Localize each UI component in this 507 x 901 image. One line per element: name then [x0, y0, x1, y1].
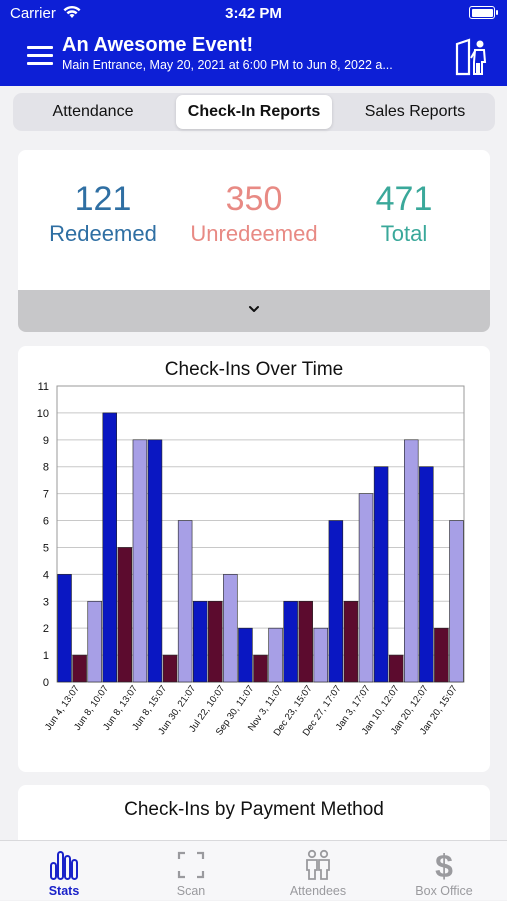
- expand-details-button[interactable]: [18, 290, 490, 332]
- report-segmented-control: Attendance Check-In Reports Sales Report…: [13, 93, 495, 131]
- payment-method-title: Check-Ins by Payment Method: [124, 799, 384, 820]
- bar: [343, 600, 359, 683]
- bar: [253, 654, 268, 683]
- unredeemed-count: 350: [225, 180, 283, 218]
- bar: [192, 600, 208, 683]
- event-title: An Awesome Event!: [62, 34, 254, 56]
- chart-title: Check-Ins Over Time: [164, 359, 344, 380]
- bar: [358, 493, 374, 683]
- y-tick-label: 1: [43, 650, 49, 662]
- bar: [328, 520, 344, 683]
- y-tick-label: 6: [43, 516, 49, 528]
- y-tick-label: 5: [43, 542, 49, 554]
- tab-sales-reports[interactable]: Sales Reports: [364, 103, 466, 120]
- unredeemed-label: Unredeemed: [190, 221, 318, 246]
- chart-card: Check-Ins Over Time 0 1 2 3 4 5 6 7 8 9 10 11 Jun 4,…: [18, 346, 490, 772]
- y-tick-label: 7: [43, 489, 49, 501]
- bar: [238, 627, 253, 683]
- bar: [147, 439, 163, 683]
- tab-attendees-label: Attendees: [289, 884, 347, 898]
- tab-attendees[interactable]: Attendees: [255, 841, 381, 901]
- y-tick-label: 10: [37, 408, 49, 420]
- status-bar: Carrier 3:42 PM: [0, 0, 507, 28]
- bar: [102, 412, 117, 683]
- bar: [373, 466, 389, 683]
- bar: [177, 520, 193, 683]
- bar: [208, 600, 223, 683]
- bar: [298, 600, 313, 683]
- app-header: Carrier 3:42 PM An Awesome Event! Main E…: [0, 0, 507, 86]
- redeemed-stat: 121 Redeemed: [28, 180, 178, 247]
- scan-icon: [177, 851, 205, 879]
- total-stat: 471 Total: [329, 180, 479, 247]
- dollar-icon: $: [435, 848, 453, 882]
- tab-check-in-reports[interactable]: Check-In Reports: [176, 95, 332, 129]
- y-tick-label: 0: [43, 677, 49, 689]
- tab-scan[interactable]: Scan: [128, 841, 254, 901]
- y-tick-label: 8: [43, 462, 49, 474]
- bar: [223, 574, 238, 683]
- tab-attendance[interactable]: Attendance: [52, 103, 134, 120]
- total-count: 471: [375, 180, 433, 218]
- bar: [132, 439, 148, 683]
- battery-icon: [469, 6, 498, 19]
- bottom-tab-bar: Stats Scan Attendees $ Box Office: [0, 840, 507, 900]
- door-person-icon[interactable]: [455, 38, 489, 76]
- tab-scan-label: Scan: [176, 884, 206, 898]
- event-subtitle: Main Entrance, May 20, 2021 at 6:00 PM t…: [62, 58, 393, 72]
- bar: [283, 600, 298, 683]
- chevron-down-icon: [249, 306, 259, 312]
- bar: [419, 466, 434, 683]
- stats-icon: [50, 851, 78, 880]
- bar: [449, 520, 464, 683]
- redeemed-label: Redeemed: [49, 221, 157, 246]
- tab-stats[interactable]: Stats: [1, 841, 127, 901]
- y-tick-label: 4: [43, 569, 49, 581]
- svg-text:$: $: [435, 848, 453, 882]
- bar: [72, 654, 87, 683]
- summary-card: 121 Redeemed 350 Unredeemed 471 Total: [18, 150, 490, 332]
- wifi-icon: [63, 5, 81, 18]
- bar: [87, 600, 102, 683]
- unredeemed-stat: 350 Unredeemed: [179, 180, 329, 247]
- bar: [162, 654, 178, 683]
- y-tick-label: 11: [38, 381, 49, 393]
- clock: 3:42 PM: [225, 5, 282, 22]
- tab-box-office-label: Box Office: [415, 884, 473, 898]
- carrier-label: Carrier: [10, 5, 56, 22]
- bar: [404, 439, 419, 683]
- bar: [434, 627, 449, 683]
- y-tick-label: 3: [43, 596, 49, 608]
- total-label: Total: [380, 221, 428, 246]
- tab-box-office[interactable]: $ Box Office: [381, 841, 507, 901]
- redeemed-count: 121: [74, 180, 132, 218]
- bar: [57, 574, 72, 683]
- y-tick-label: 2: [43, 623, 49, 635]
- attendees-icon: [306, 849, 330, 880]
- bar: [117, 547, 133, 683]
- tab-stats-label: Stats: [48, 884, 80, 898]
- bar: [313, 627, 329, 683]
- hamburger-menu-icon[interactable]: [27, 44, 53, 66]
- bar: [268, 627, 283, 683]
- bar: [388, 654, 404, 683]
- y-tick-label: 9: [43, 435, 49, 447]
